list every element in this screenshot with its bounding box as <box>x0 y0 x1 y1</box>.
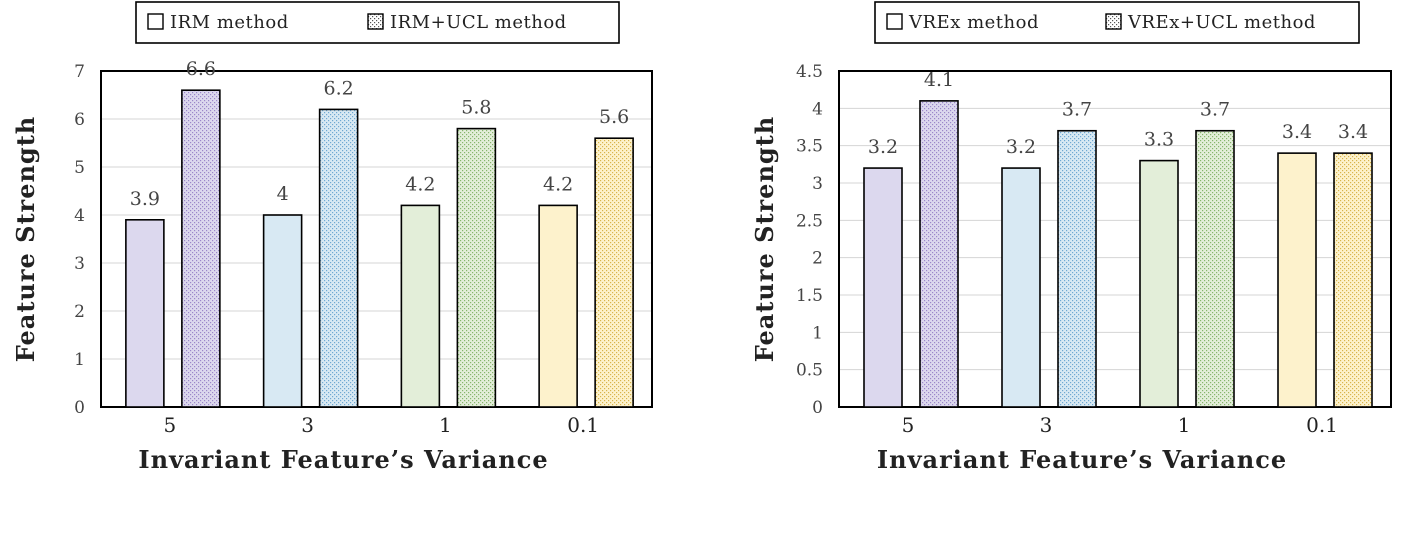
data-label: 6.6 <box>186 58 216 80</box>
x-tick-label: 0.1 <box>567 413 599 437</box>
data-label: 3.9 <box>130 188 160 210</box>
legend-box <box>874 1 1360 44</box>
y-tick-label: 5 <box>74 158 85 178</box>
y-tick-label: 0.5 <box>796 361 823 381</box>
x-tick-label: 5 <box>164 413 177 437</box>
y-tick-label: 1 <box>74 350 85 370</box>
bar-baseline <box>1277 152 1317 408</box>
y-tick-label: 2.5 <box>796 211 823 231</box>
y-tick-label: 3 <box>74 254 85 274</box>
y-tick-label: 3.5 <box>796 137 823 157</box>
data-label: 5.6 <box>599 106 629 128</box>
data-label: 6.2 <box>324 77 354 99</box>
y-tick-label: 6 <box>74 110 85 130</box>
data-label: 3.7 <box>1200 99 1230 121</box>
y-tick-label: 4.5 <box>796 62 823 82</box>
data-label: 5.8 <box>461 97 491 119</box>
y-tick-label: 4 <box>74 206 85 226</box>
y-tick-label: 7 <box>74 62 85 82</box>
y-tick-label: 1 <box>812 323 823 343</box>
data-label: 4 <box>277 183 289 205</box>
x-axis-title: Invariant Feature’s Variance <box>877 445 1287 474</box>
x-tick-label: 1 <box>1178 413 1191 437</box>
bar-baseline <box>1139 159 1179 408</box>
y-tick-label: 0 <box>74 398 85 418</box>
x-tick-label: 5 <box>902 413 915 437</box>
data-label: 4.1 <box>924 69 954 91</box>
y-tick-label: 2 <box>812 249 823 269</box>
bar-ucl <box>1057 129 1097 408</box>
data-label: 3.2 <box>1006 136 1036 158</box>
chart-panel-2: 0 0.5 1 1.5 2 2.5 3 3.5 4 4.5 3.2 4.1 5 3.2 3.7 3 3.3 3.7… <box>750 1 1392 474</box>
bar-ucl <box>456 127 497 408</box>
x-tick-label: 0.1 <box>1306 413 1338 437</box>
legend-label: VREx method <box>908 12 1039 33</box>
bar-baseline <box>400 204 441 408</box>
legend-swatch <box>147 13 164 30</box>
bar-ucl <box>1333 152 1373 408</box>
plot-area <box>838 70 1392 408</box>
data-label: 3.4 <box>1338 121 1368 143</box>
y-tick-label: 3 <box>812 174 823 194</box>
legend-label: VREx+UCL method <box>1127 12 1316 33</box>
bar-baseline <box>863 167 903 408</box>
y-axis-title: Feature Strength <box>750 116 779 362</box>
data-label: 3.2 <box>868 136 898 158</box>
bar-baseline <box>125 219 165 408</box>
y-tick-label: 1.5 <box>796 286 823 306</box>
legend: IRM method IRM+UCL method <box>135 1 620 44</box>
data-label: 3.4 <box>1282 121 1312 143</box>
legend-swatch <box>886 13 903 30</box>
plot-area <box>100 70 653 408</box>
bar-baseline <box>538 204 578 408</box>
y-tick-label: 4 <box>812 99 823 119</box>
bar-ucl <box>181 89 221 408</box>
chart-panel-1: 0 1 2 3 4 5 6 7 3.9 6.6 5 4 6.2 3 4.2 5.8 1 4.2 5.6 0.1 Inva… <box>11 1 653 474</box>
y-tick-label: 2 <box>74 302 85 322</box>
legend-label: IRM method <box>170 12 289 33</box>
x-axis-title: Invariant Feature’s Variance <box>138 445 548 474</box>
legend: VREx method VREx+UCL method <box>874 1 1360 44</box>
data-label: 3.7 <box>1062 99 1092 121</box>
bar-ucl <box>919 100 959 408</box>
bar-baseline <box>1001 167 1041 408</box>
y-tick-label: 0 <box>812 398 823 418</box>
x-tick-label: 1 <box>439 413 452 437</box>
bar-baseline <box>262 214 303 408</box>
data-label: 3.3 <box>1144 129 1174 151</box>
x-tick-label: 3 <box>301 413 314 437</box>
bar-ucl <box>1195 129 1235 408</box>
data-label: 4.2 <box>543 173 573 195</box>
legend-swatch <box>1105 13 1122 30</box>
bar-ucl <box>318 108 359 408</box>
y-axis-title: Feature Strength <box>11 116 40 362</box>
legend-label: IRM+UCL method <box>390 12 567 33</box>
x-tick-label: 3 <box>1040 413 1053 437</box>
bar-ucl <box>594 137 634 408</box>
data-label: 4.2 <box>405 173 435 195</box>
legend-swatch <box>367 13 384 30</box>
